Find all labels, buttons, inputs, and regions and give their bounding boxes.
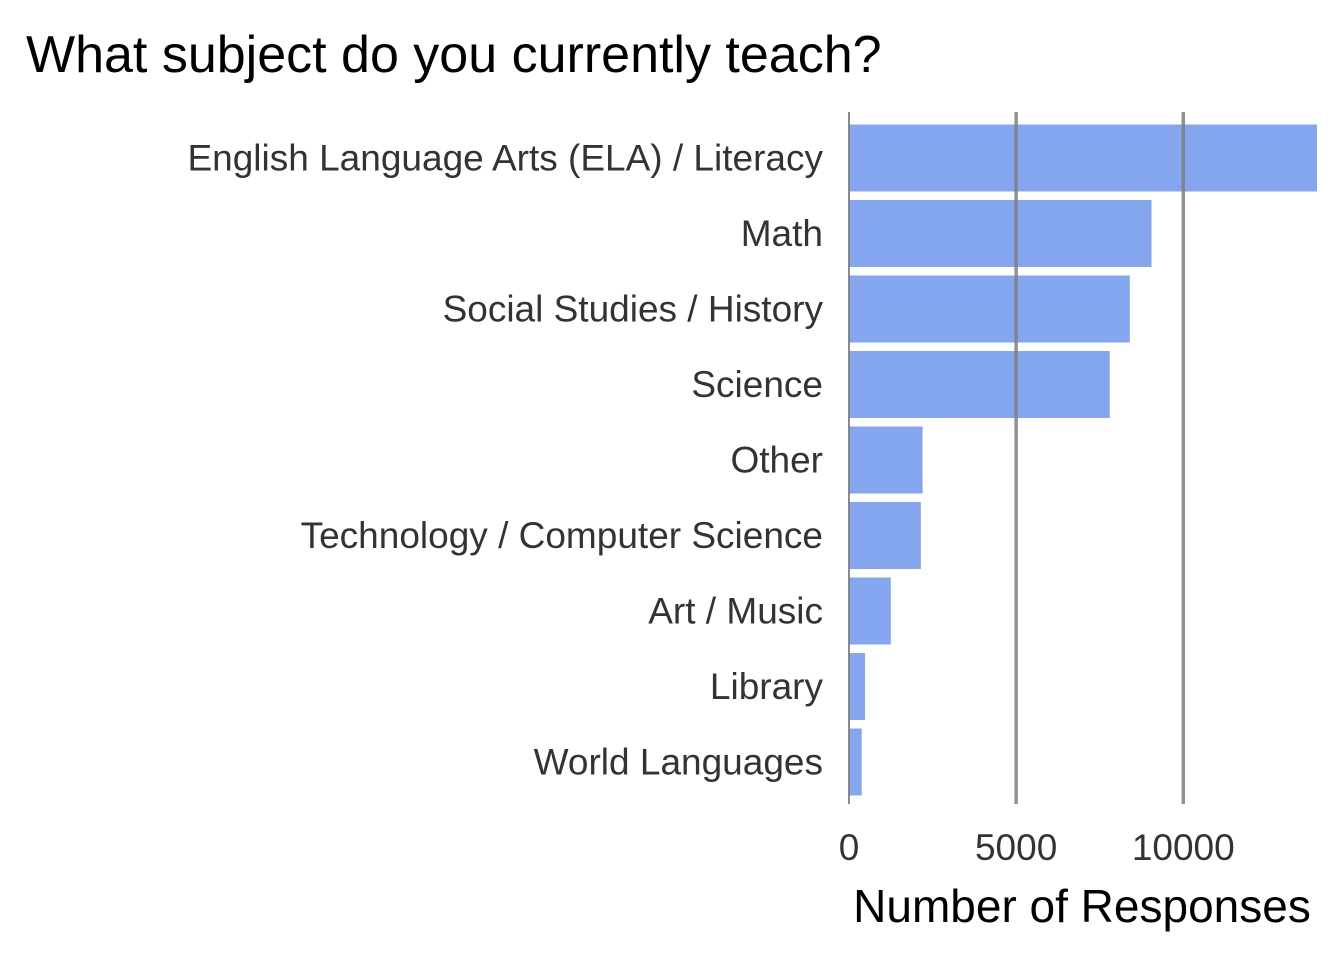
bar-1 <box>849 200 1152 267</box>
gridlines <box>848 112 1186 804</box>
category-label-4: Other <box>730 440 823 481</box>
category-label-0: English Language Arts (ELA) / Literacy <box>187 138 823 179</box>
x-tick-label-1: 5000 <box>975 827 1057 868</box>
category-label-6: Art / Music <box>648 591 823 632</box>
category-label-5: Technology / Computer Science <box>301 515 823 556</box>
bar-3 <box>849 351 1110 418</box>
category-label-3: Science <box>691 364 823 405</box>
x-tick-labels: 0 5000 10000 <box>839 827 1235 868</box>
bar-7 <box>849 653 866 720</box>
category-label-2: Social Studies / History <box>443 289 824 330</box>
x-tick-label-2: 10000 <box>1132 827 1235 868</box>
bar-6 <box>849 577 891 645</box>
bar-4 <box>849 426 923 494</box>
chart-title: What subject do you currently teach? <box>26 26 882 84</box>
category-label-8: World Languages <box>534 742 823 783</box>
bar-2 <box>849 275 1130 343</box>
bars <box>849 124 1317 796</box>
category-label-1: Math <box>741 213 823 254</box>
bar-5 <box>849 502 921 569</box>
bar-8 <box>849 728 862 796</box>
x-axis-title: Number of Responses <box>853 880 1311 932</box>
x-tick-label-0: 0 <box>839 827 860 868</box>
category-labels: English Language Arts (ELA) / Literacy Ma… <box>187 138 823 783</box>
category-label-7: Library <box>710 666 824 707</box>
bar-0 <box>849 124 1317 192</box>
